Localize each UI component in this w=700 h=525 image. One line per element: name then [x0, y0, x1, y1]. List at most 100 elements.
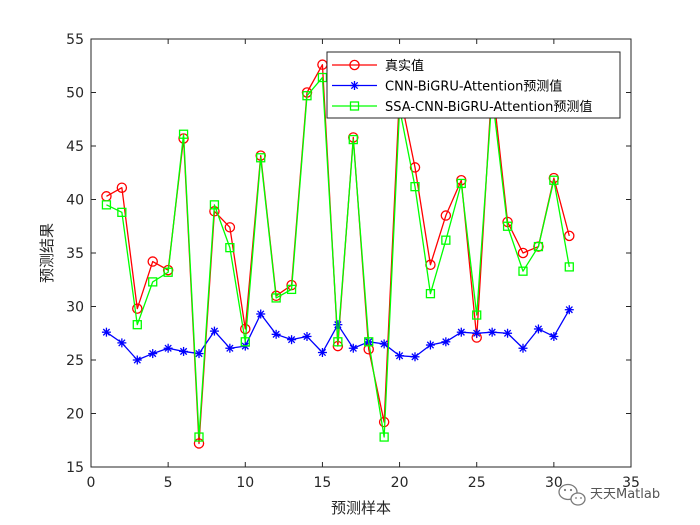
legend: 真实值 CNN-BiGRU-Attention预测值 SSA-CNN-BiGRU-A… — [326, 51, 621, 119]
data-point — [564, 305, 574, 315]
data-point — [147, 256, 158, 267]
data-point — [117, 207, 127, 217]
data-point — [302, 331, 312, 341]
data-point — [518, 266, 528, 276]
data-point — [193, 438, 205, 449]
data-point — [256, 309, 266, 319]
data-point — [286, 284, 297, 295]
data-point — [518, 343, 528, 353]
data-point — [441, 337, 451, 347]
data-point — [440, 210, 452, 221]
y-tick-label: 35 — [66, 246, 84, 262]
data-point — [333, 337, 343, 347]
data-point — [348, 134, 358, 145]
y-tick-label: 20 — [66, 407, 84, 423]
data-point — [410, 352, 420, 362]
x-tick-label: 5 — [164, 475, 173, 491]
data-point — [101, 327, 111, 337]
y-tick-label: 15 — [66, 460, 84, 476]
data-point — [271, 329, 281, 339]
legend-label: CNN-BiGRU-Attention预测值 — [385, 79, 562, 95]
data-point — [132, 355, 142, 365]
data-point — [101, 200, 112, 210]
data-point — [425, 289, 436, 299]
data-point — [132, 320, 142, 330]
x-tick-label: 30 — [545, 475, 563, 491]
data-point — [503, 328, 513, 338]
data-point — [441, 235, 451, 245]
data-point — [179, 346, 189, 356]
data-point — [333, 320, 343, 330]
legend-entry: 真实值 — [332, 58, 424, 74]
y-tick-label: 50 — [66, 86, 84, 102]
data-point — [564, 262, 574, 272]
y-axis-label: 预测结果 — [38, 223, 56, 283]
data-point — [117, 338, 127, 348]
x-tick-label: 35 — [622, 475, 640, 491]
y-tick-label: 25 — [66, 353, 84, 369]
data-point — [209, 326, 219, 336]
data-point — [132, 303, 143, 314]
data-point — [224, 222, 236, 233]
data-point — [163, 267, 173, 277]
legend-entry: CNN-BiGRU-Attention预测值 — [332, 79, 562, 95]
data-point — [364, 337, 374, 347]
data-point — [178, 129, 189, 139]
data-point — [317, 72, 328, 83]
data-point — [517, 247, 529, 259]
data-point — [194, 432, 204, 442]
data-point — [549, 175, 559, 185]
data-point — [256, 153, 266, 163]
data-point — [533, 324, 543, 334]
x-tick-label: 25 — [468, 475, 486, 491]
x-axis-label: 预测样本 — [331, 499, 391, 517]
x-tick-label: 10 — [236, 475, 254, 491]
axes: 0 5 10 15 20 25 30 35 15 20 25 30 35 40 45 50 55 — [66, 32, 640, 491]
legend-swatch-marker — [349, 59, 360, 71]
data-point — [317, 348, 327, 358]
data-point — [533, 241, 544, 252]
x-tick-label: 20 — [391, 475, 409, 491]
legend-label: 真实值 — [385, 58, 424, 74]
legend-swatch-marker — [349, 101, 360, 111]
data-point — [271, 293, 281, 303]
data-point — [425, 340, 435, 350]
data-point — [287, 335, 297, 345]
legend-swatch-marker — [350, 81, 359, 90]
data-point — [472, 328, 482, 338]
data-point — [487, 327, 497, 337]
data-point — [225, 242, 235, 253]
y-tick-label: 45 — [66, 139, 84, 155]
y-tick-label: 40 — [66, 193, 84, 209]
data-point — [348, 343, 358, 353]
y-tick-label: 55 — [66, 32, 84, 48]
data-point — [409, 162, 421, 173]
data-point — [395, 351, 405, 361]
data-point — [379, 432, 389, 442]
legend-label: SSA-CNN-BiGRU-Attention预测值 — [385, 99, 592, 115]
data-point — [472, 310, 482, 320]
data-point — [209, 200, 220, 210]
data-point — [148, 349, 158, 359]
plot-area — [101, 59, 575, 449]
data-point — [456, 178, 466, 189]
data-point — [502, 221, 513, 231]
wechat-icon — [558, 483, 586, 506]
data-point — [116, 182, 128, 193]
watermark: 天天Matlab — [558, 483, 660, 506]
data-point — [148, 277, 158, 287]
x-tick-label: 0 — [87, 475, 96, 491]
y-tick-label: 30 — [66, 300, 84, 316]
data-point — [225, 343, 235, 353]
series-2 — [101, 305, 574, 365]
data-point — [240, 337, 250, 347]
data-point — [194, 349, 204, 359]
legend-box — [326, 51, 621, 119]
legend-entry: SSA-CNN-BiGRU-Attention预测值 — [332, 99, 592, 115]
data-point — [302, 91, 312, 101]
data-point — [549, 331, 559, 341]
data-point — [163, 343, 173, 353]
data-point — [410, 182, 420, 192]
data-point — [456, 327, 466, 337]
